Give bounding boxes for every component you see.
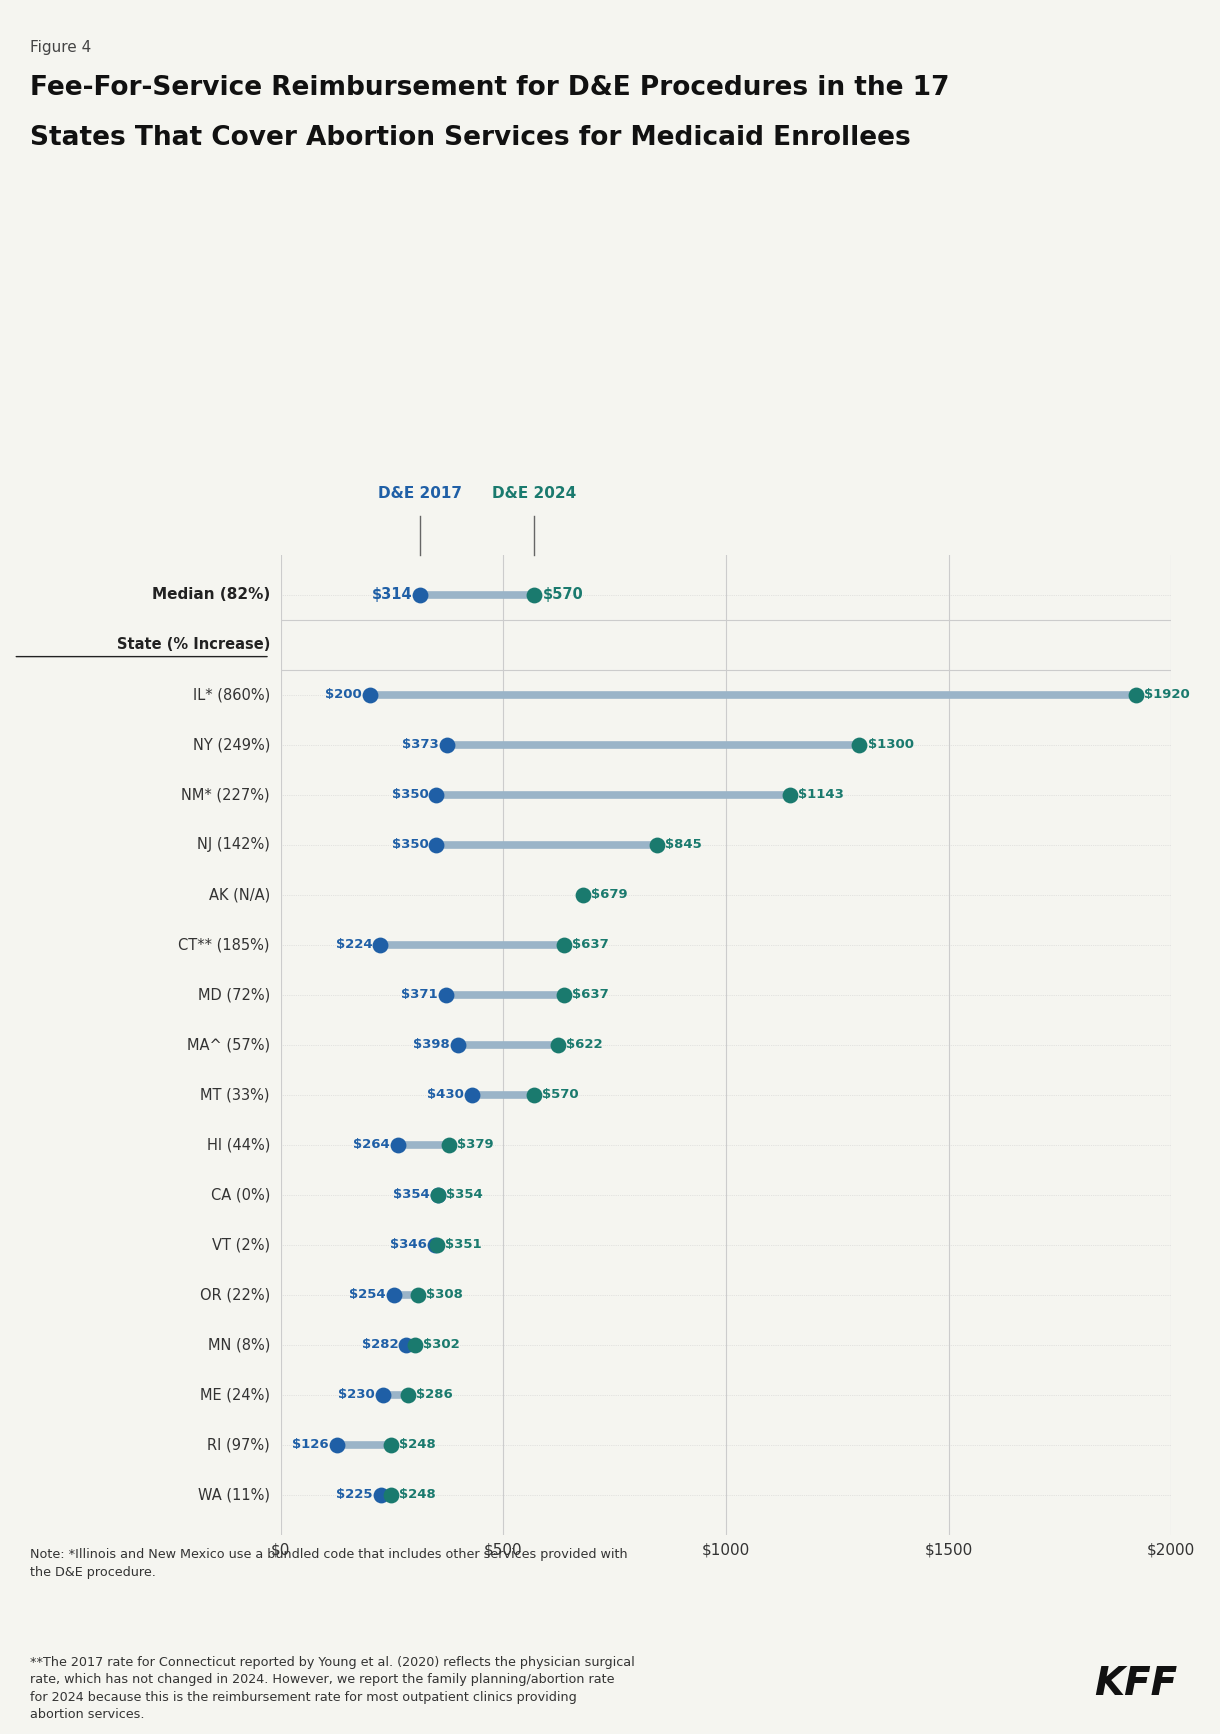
- Text: KFF: KFF: [1094, 1665, 1177, 1703]
- Point: [371, 931, 390, 959]
- Text: **The 2017 rate for Connecticut reported by Young et al. (2020) reflects the phy: **The 2017 rate for Connecticut reported…: [30, 1656, 636, 1722]
- Point: [647, 831, 666, 858]
- Point: [1126, 681, 1146, 709]
- Text: HI (44%): HI (44%): [206, 1138, 270, 1151]
- Text: $351: $351: [445, 1238, 482, 1252]
- Text: $350: $350: [392, 789, 428, 801]
- Point: [382, 1431, 401, 1458]
- Point: [462, 1080, 482, 1108]
- Point: [396, 1330, 416, 1358]
- Text: $302: $302: [423, 1339, 460, 1351]
- Point: [437, 732, 456, 759]
- Text: $200: $200: [325, 688, 361, 701]
- Text: State (% Increase): State (% Increase): [117, 638, 270, 652]
- Text: $622: $622: [566, 1039, 603, 1051]
- Text: $637: $637: [572, 988, 609, 1001]
- Point: [439, 1131, 459, 1158]
- Text: VT (2%): VT (2%): [212, 1236, 270, 1252]
- Text: $248: $248: [399, 1437, 436, 1451]
- Text: OR (22%): OR (22%): [200, 1287, 270, 1302]
- Point: [427, 831, 447, 858]
- Point: [525, 1080, 544, 1108]
- Text: $373: $373: [401, 739, 439, 751]
- Point: [407, 1281, 427, 1309]
- Text: $225: $225: [337, 1488, 373, 1502]
- Point: [448, 1030, 467, 1058]
- Text: CA (0%): CA (0%): [211, 1188, 270, 1202]
- Text: MD (72%): MD (72%): [198, 987, 270, 1002]
- Text: $1920: $1920: [1143, 688, 1190, 701]
- Point: [360, 681, 379, 709]
- Text: $264: $264: [354, 1138, 390, 1151]
- Text: Fee-For-Service Reimbursement for D&E Procedures in the 17: Fee-For-Service Reimbursement for D&E Pr…: [30, 75, 950, 101]
- Text: $398: $398: [414, 1039, 450, 1051]
- Text: $308: $308: [426, 1288, 462, 1300]
- Text: Median (82%): Median (82%): [151, 588, 270, 602]
- Point: [573, 881, 593, 909]
- Text: $845: $845: [665, 838, 702, 851]
- Text: NM* (227%): NM* (227%): [182, 787, 270, 803]
- Point: [428, 1181, 448, 1209]
- Text: $1143: $1143: [798, 789, 843, 801]
- Text: $354: $354: [447, 1188, 483, 1202]
- Text: D&E 2024: D&E 2024: [493, 486, 577, 501]
- Point: [555, 931, 575, 959]
- Text: $1300: $1300: [867, 739, 914, 751]
- Point: [427, 1231, 447, 1259]
- Text: D&E 2017: D&E 2017: [378, 486, 462, 501]
- Text: $379: $379: [458, 1138, 494, 1151]
- Text: Note: *Illinois and New Mexico use a bundled code that includes other services p: Note: *Illinois and New Mexico use a bun…: [30, 1548, 628, 1580]
- Text: $230: $230: [338, 1389, 375, 1401]
- Point: [427, 780, 447, 808]
- Text: $570: $570: [543, 1089, 580, 1101]
- Text: MN (8%): MN (8%): [207, 1337, 270, 1353]
- Text: ME (24%): ME (24%): [200, 1387, 270, 1403]
- Text: NY (249%): NY (249%): [193, 737, 270, 753]
- Point: [849, 732, 869, 759]
- Point: [436, 981, 455, 1009]
- Point: [388, 1131, 407, 1158]
- Text: $224: $224: [336, 938, 372, 952]
- Point: [428, 1181, 448, 1209]
- Text: $248: $248: [399, 1488, 436, 1502]
- Text: Figure 4: Figure 4: [30, 40, 92, 55]
- Text: $126: $126: [292, 1437, 328, 1451]
- Text: $350: $350: [392, 838, 428, 851]
- Text: $679: $679: [590, 888, 627, 902]
- Text: $354: $354: [394, 1188, 431, 1202]
- Text: $430: $430: [427, 1089, 464, 1101]
- Text: MA^ (57%): MA^ (57%): [187, 1037, 270, 1053]
- Text: WA (11%): WA (11%): [198, 1488, 270, 1502]
- Text: $286: $286: [416, 1389, 453, 1401]
- Text: AK (N/A): AK (N/A): [209, 888, 270, 902]
- Text: $314: $314: [372, 588, 412, 602]
- Text: $570: $570: [543, 588, 583, 602]
- Point: [405, 1330, 425, 1358]
- Point: [371, 1481, 390, 1509]
- Text: States That Cover Abortion Services for Medicaid Enrollees: States That Cover Abortion Services for …: [30, 125, 911, 151]
- Point: [398, 1380, 417, 1408]
- Point: [327, 1431, 346, 1458]
- Text: MT (33%): MT (33%): [200, 1087, 270, 1103]
- Point: [548, 1030, 567, 1058]
- Text: NJ (142%): NJ (142%): [198, 838, 270, 853]
- Text: CT** (185%): CT** (185%): [178, 938, 270, 952]
- Text: IL* (860%): IL* (860%): [193, 687, 270, 702]
- Text: $371: $371: [401, 988, 438, 1001]
- Point: [382, 1481, 401, 1509]
- Point: [555, 981, 575, 1009]
- Point: [411, 581, 431, 609]
- Point: [425, 1231, 444, 1259]
- Point: [780, 780, 799, 808]
- Text: $254: $254: [349, 1288, 386, 1300]
- Text: RI (97%): RI (97%): [207, 1437, 270, 1451]
- Text: $346: $346: [389, 1238, 427, 1252]
- Point: [373, 1380, 393, 1408]
- Point: [525, 581, 544, 609]
- Text: $282: $282: [361, 1339, 398, 1351]
- Point: [384, 1281, 404, 1309]
- Text: $637: $637: [572, 938, 609, 952]
